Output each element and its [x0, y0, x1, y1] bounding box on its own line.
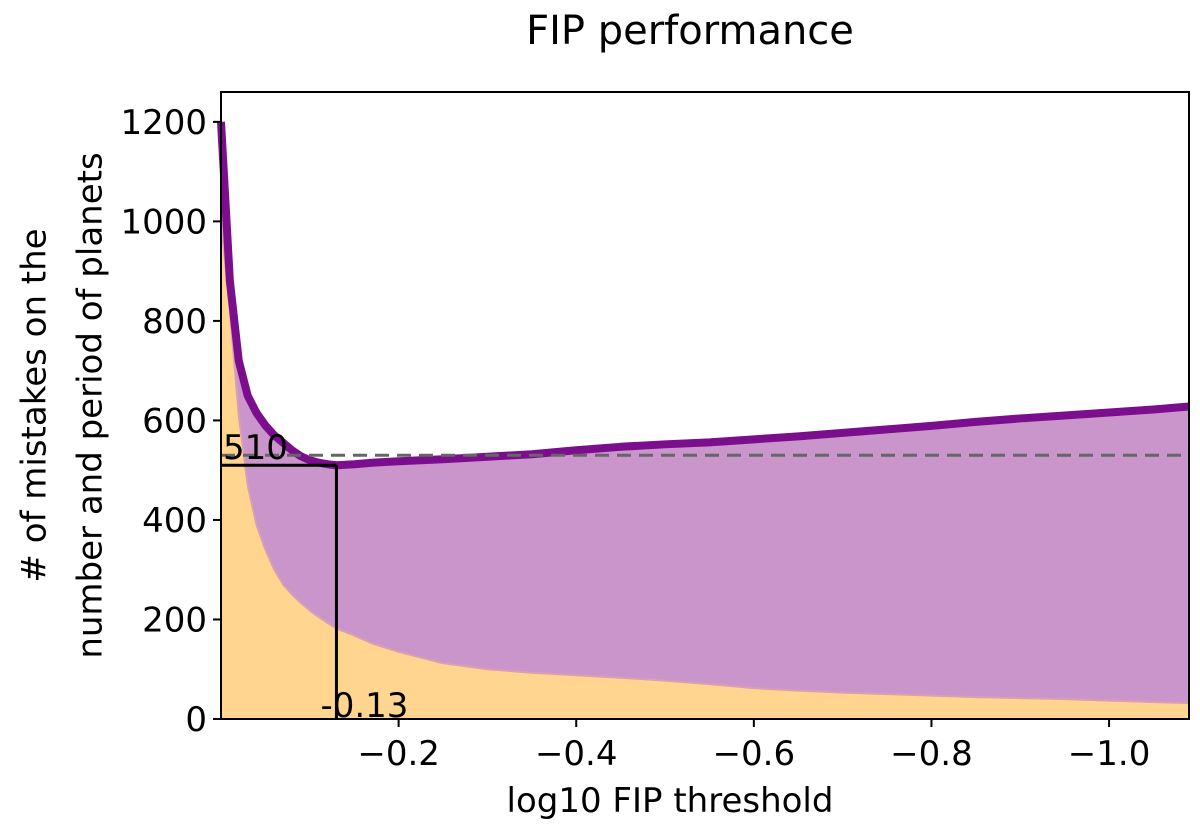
chart-title: FIP performance [526, 8, 854, 54]
annotation-min-value: 510 [223, 428, 288, 468]
x-axis-ticks: −0.2 −0.4 −0.6 −0.8 −1.0 [357, 719, 1150, 774]
x-tick-label: −0.4 [535, 734, 618, 774]
lower-area-fill [221, 221, 1189, 719]
plot-frame [220, 91, 1190, 720]
y-axis-label-line-1: # of mistakes on the [15, 228, 55, 582]
x-tick-label: −0.6 [713, 734, 796, 774]
lower-series-line [220, 221, 1190, 705]
y-axis-label-line-2: number and period of planets [71, 152, 111, 658]
y-tick-label: 400 [142, 501, 207, 541]
y-tick-label: 0 [185, 700, 207, 740]
y-tick-label: 1000 [120, 202, 207, 242]
y-axis-ticks: 0 200 400 600 800 1000 1200 [120, 103, 221, 740]
y-tick-label: 600 [142, 401, 207, 441]
y-tick-label: 800 [142, 302, 207, 342]
x-tick-label: −0.8 [890, 734, 973, 774]
x-axis-label: log10 FIP threshold [507, 781, 834, 821]
y-tick-label: 1200 [120, 103, 207, 143]
y-axis-label: # of mistakes on the number and period of… [15, 152, 111, 658]
plot-area [217, 121, 1190, 719]
y-tick-label: 200 [142, 600, 207, 640]
upper-series-line [217, 121, 1190, 470]
band-area-fill [221, 121, 1189, 704]
x-tick-label: −1.0 [1068, 734, 1151, 774]
x-tick-label: −0.2 [357, 734, 440, 774]
